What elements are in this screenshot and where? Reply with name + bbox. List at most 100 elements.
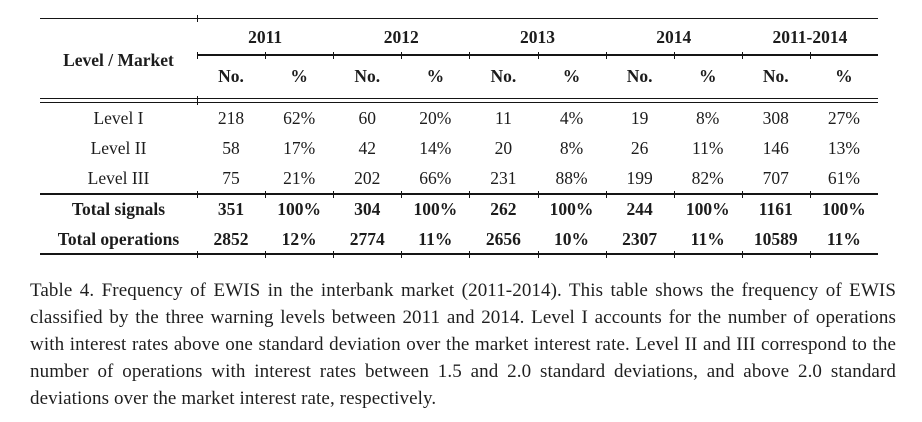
table-cell: 13% [827, 137, 860, 158]
column-boundary-tick [810, 190, 812, 198]
table-cell: 304 [354, 198, 381, 219]
table-cell: 12% [281, 228, 317, 249]
column-boundary-tick [265, 250, 267, 258]
row-label: Level I [93, 107, 144, 128]
table-cell: 11% [691, 137, 724, 158]
column-boundary-tick [197, 96, 199, 105]
table-cell: 100% [277, 198, 322, 219]
table-row-total-operations: Total operations 2852 12% 2774 11% 2656 … [40, 224, 878, 254]
column-boundary-tick [401, 250, 403, 258]
table-cell: 62% [283, 107, 316, 128]
column-boundary-tick [197, 51, 199, 59]
subheader-no: No. [218, 65, 244, 86]
corner-header-level-market: Level / Market [63, 49, 174, 70]
table-row-level-1: Level I 218 62% 60 20% 11 4% 19 8% 308 2… [40, 103, 878, 133]
table-cell: 10% [554, 228, 590, 249]
year-header-2011: 2011 [248, 26, 283, 47]
year-header-2013: 2013 [520, 26, 555, 47]
table-cell: 19 [630, 107, 649, 128]
table-cell: 27% [827, 107, 860, 128]
table-cell: 707 [762, 167, 789, 188]
column-boundary-tick [401, 51, 403, 59]
table-cell: 8% [696, 107, 720, 128]
column-boundary-tick [810, 51, 812, 59]
table-rule-bottom [40, 250, 878, 258]
column-boundary-tick [674, 250, 676, 258]
table-cell: 202 [354, 167, 381, 188]
table-row-total-signals: Total signals 351 100% 304 100% 262 100%… [40, 194, 878, 224]
row-label: Level III [87, 167, 150, 188]
table-cell: 1161 [758, 198, 793, 219]
table-cell: 231 [490, 167, 517, 188]
column-boundary-tick [333, 250, 335, 258]
column-boundary-tick [401, 190, 403, 198]
row-label: Level II [90, 137, 147, 158]
row-label: Total signals [71, 198, 166, 219]
table-cell: 26 [630, 137, 649, 158]
table-cell: 11% [690, 228, 725, 249]
table-cell: 66% [419, 167, 452, 188]
column-boundary-tick [197, 15, 199, 22]
table-cell: 244 [626, 198, 653, 219]
table-cell: 17% [283, 137, 316, 158]
table-rule-above-totals [40, 190, 878, 198]
frequency-table: Level / Market 2011 2012 2013 2014 2011-… [40, 15, 878, 260]
row-label: Total operations [57, 228, 180, 249]
column-boundary-tick [538, 250, 540, 258]
table-cell: 8% [559, 137, 584, 158]
column-boundary-tick [333, 190, 335, 198]
table-cell: 20% [419, 107, 452, 128]
column-boundary-tick [742, 250, 744, 258]
table-cell: 20 [494, 137, 513, 158]
table-cell: 42 [358, 137, 376, 158]
column-boundary-tick [674, 190, 676, 198]
table-cell: 100% [549, 198, 594, 219]
subheader-pct: % [562, 65, 581, 86]
column-boundary-tick [742, 51, 744, 59]
table-cell: 262 [490, 198, 517, 219]
table-rule-double [40, 96, 878, 105]
table-row-level-3: Level III 75 21% 202 66% 231 88% 199 82%… [40, 163, 878, 193]
table-cell: 2852 [213, 228, 249, 249]
column-boundary-tick [469, 190, 471, 198]
column-boundary-tick [333, 51, 335, 59]
column-boundary-tick [469, 51, 471, 59]
table-cell: 58 [222, 137, 240, 158]
table-caption: Table 4. Frequency of EWIS in the interb… [30, 280, 896, 409]
table-rule-top [40, 15, 878, 22]
table-cell: 2656 [485, 228, 521, 249]
column-boundary-tick [810, 250, 812, 258]
table-cell: 11% [826, 228, 861, 249]
subheader-pct: % [835, 65, 853, 86]
table-cell: 21% [283, 167, 316, 188]
table-cell: 11 [494, 107, 512, 128]
table-cell: 14% [419, 137, 452, 158]
table-cell: 146 [762, 137, 789, 158]
column-boundary-tick [538, 51, 540, 59]
year-header-2014: 2014 [656, 26, 692, 47]
year-header-row: 2011 2012 2013 2014 2011-2014 [197, 21, 878, 53]
table-cell: 10589 [753, 228, 798, 249]
table-row-level-2: Level II 58 17% 42 14% 20 8% 26 11% 146 … [40, 133, 878, 163]
year-header-2012: 2012 [383, 26, 419, 47]
table-cell: 2774 [349, 228, 385, 249]
column-boundary-tick [265, 190, 267, 198]
table-cell: 2307 [622, 228, 658, 249]
column-boundary-tick [469, 250, 471, 258]
table-cell: 82% [691, 167, 724, 188]
table-cell: 60 [358, 107, 376, 128]
subheader-row: No. % No. % No. % No. % No. % [197, 56, 878, 96]
subheader-pct: % [426, 65, 445, 86]
column-boundary-tick [606, 250, 608, 258]
table-cell: 100% [685, 198, 730, 219]
column-boundary-tick [742, 190, 744, 198]
table-cell: 100% [413, 198, 458, 219]
table-cell: 351 [217, 198, 245, 219]
column-boundary-tick [538, 190, 540, 198]
year-header-2011-2014: 2011-2014 [772, 26, 848, 47]
table-rule-under-years [197, 51, 878, 59]
table-cell: 61% [827, 167, 860, 188]
subheader-no: No. [626, 65, 653, 86]
table-cell: 100% [822, 198, 866, 219]
